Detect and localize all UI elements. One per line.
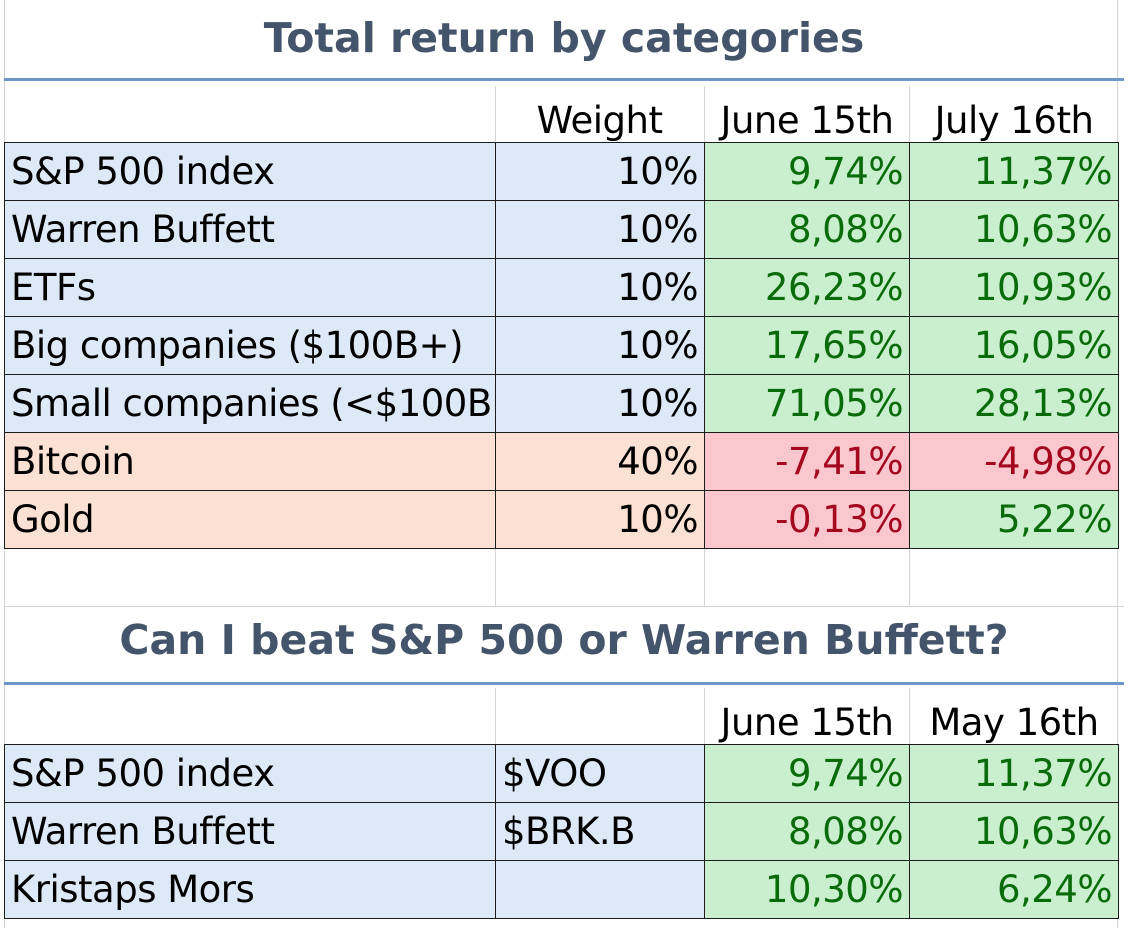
category-label-cell[interactable]: Gold <box>4 489 496 549</box>
section2-title-rule <box>4 682 1124 685</box>
may-16th-return-cell[interactable]: 6,24% <box>909 859 1119 919</box>
table-row: S&P 500 index $VOO 9,74% 11,37% <box>4 743 1119 803</box>
july-16th-return-cell[interactable]: 28,13% <box>909 373 1119 433</box>
gridline <box>4 606 1124 607</box>
weight-cell[interactable]: 10% <box>495 141 705 201</box>
july-16th-return-cell[interactable]: 10,63% <box>909 199 1119 259</box>
empty-header-cell[interactable] <box>496 686 705 744</box>
table-row: Bitcoin 40% -7,41% -4,98% <box>4 431 1119 491</box>
category-label-cell[interactable]: Small companies (<$100B) <box>4 373 496 433</box>
gridline <box>495 688 496 744</box>
table-row: S&P 500 index 10% 9,74% 11,37% <box>4 141 1119 201</box>
category-label-cell[interactable]: Big companies ($100B+) <box>4 315 496 375</box>
gridline <box>909 688 910 744</box>
june-15th-return-cell[interactable]: 10,30% <box>704 859 910 919</box>
empty-header-cell[interactable] <box>5 84 496 142</box>
category-label-cell[interactable]: S&P 500 index <box>4 141 496 201</box>
gridline <box>495 86 496 142</box>
may-16th-return-cell[interactable]: 10,63% <box>909 801 1119 861</box>
investor-label-cell[interactable]: Kristaps Mors <box>4 859 496 919</box>
gridline <box>909 548 910 606</box>
june-15th-return-cell[interactable]: 9,74% <box>704 141 910 201</box>
category-label-cell[interactable]: Bitcoin <box>4 431 496 491</box>
weight-cell[interactable]: 10% <box>495 315 705 375</box>
weight-header[interactable]: Weight <box>536 98 663 142</box>
july-16th-header[interactable]: July 16th <box>934 98 1094 142</box>
section1-title-rule <box>4 78 1124 81</box>
gridline <box>704 688 705 744</box>
weight-cell[interactable]: 10% <box>495 257 705 317</box>
june-15th-return-cell[interactable]: 26,23% <box>704 257 910 317</box>
investor-label-cell[interactable]: Warren Buffett <box>4 801 496 861</box>
category-label-cell[interactable]: Warren Buffett <box>4 199 496 259</box>
june-15th-return-cell[interactable]: -7,41% <box>704 431 910 491</box>
header-row: Weight June 15th July 16th <box>5 84 1119 142</box>
june-15th-return-cell[interactable]: 8,08% <box>704 801 910 861</box>
ticker-cell[interactable] <box>495 859 705 919</box>
investor-label-cell[interactable]: S&P 500 index <box>4 743 496 803</box>
empty-header-cell[interactable] <box>5 686 496 744</box>
july-16th-return-cell[interactable]: 10,93% <box>909 257 1119 317</box>
table-row: ETFs 10% 26,23% 10,93% <box>4 257 1119 317</box>
gridline <box>704 86 705 142</box>
table-row: Gold 10% -0,13% 5,22% <box>4 489 1119 549</box>
weight-cell[interactable]: 10% <box>495 489 705 549</box>
table-row: Big companies ($100B+) 10% 17,65% 16,05% <box>4 315 1119 375</box>
june-15th-return-cell[interactable]: 9,74% <box>704 743 910 803</box>
header-row: June 15th May 16th <box>5 686 1119 744</box>
july-16th-return-cell[interactable]: 11,37% <box>909 141 1119 201</box>
june-15th-return-cell[interactable]: 8,08% <box>704 199 910 259</box>
weight-cell[interactable]: 10% <box>495 373 705 433</box>
category-label-cell[interactable]: ETFs <box>4 257 496 317</box>
june-15th-return-cell[interactable]: 71,05% <box>704 373 910 433</box>
june-15th-return-cell[interactable]: 17,65% <box>704 315 910 375</box>
ticker-cell[interactable]: $VOO <box>495 743 705 803</box>
may-16th-return-cell[interactable]: 11,37% <box>909 743 1119 803</box>
july-16th-return-cell[interactable]: 5,22% <box>909 489 1119 549</box>
table-row: Warren Buffett $BRK.B 8,08% 10,63% <box>4 801 1119 861</box>
gridline <box>704 548 705 606</box>
section1-title[interactable]: Total return by categories <box>263 14 865 62</box>
weight-cell[interactable]: 10% <box>495 199 705 259</box>
july-16th-return-cell[interactable]: 16,05% <box>909 315 1119 375</box>
june-15th-return-cell[interactable]: -0,13% <box>704 489 910 549</box>
gridline <box>495 548 496 606</box>
table-row: Warren Buffett 10% 8,08% 10,63% <box>4 199 1119 259</box>
july-16th-return-cell[interactable]: -4,98% <box>909 431 1119 491</box>
total-return-table: Weight June 15th July 16th S&P 500 index… <box>4 84 1119 549</box>
may-16th-header[interactable]: May 16th <box>929 700 1099 744</box>
table-row: Small companies (<$100B) 10% 71,05% 28,13% <box>4 373 1119 433</box>
june-15th-header[interactable]: June 15th <box>720 700 894 744</box>
weight-cell[interactable]: 40% <box>495 431 705 491</box>
gridline <box>909 86 910 142</box>
table-row: Kristaps Mors 10,30% 6,24% <box>4 859 1119 919</box>
june-15th-header[interactable]: June 15th <box>720 98 894 142</box>
ticker-cell[interactable]: $BRK.B <box>495 801 705 861</box>
comparison-table: June 15th May 16th S&P 500 index $VOO 9,74… <box>4 686 1119 919</box>
section2-title[interactable]: Can I beat S&P 500 or Warren Buffett? <box>119 616 1009 664</box>
